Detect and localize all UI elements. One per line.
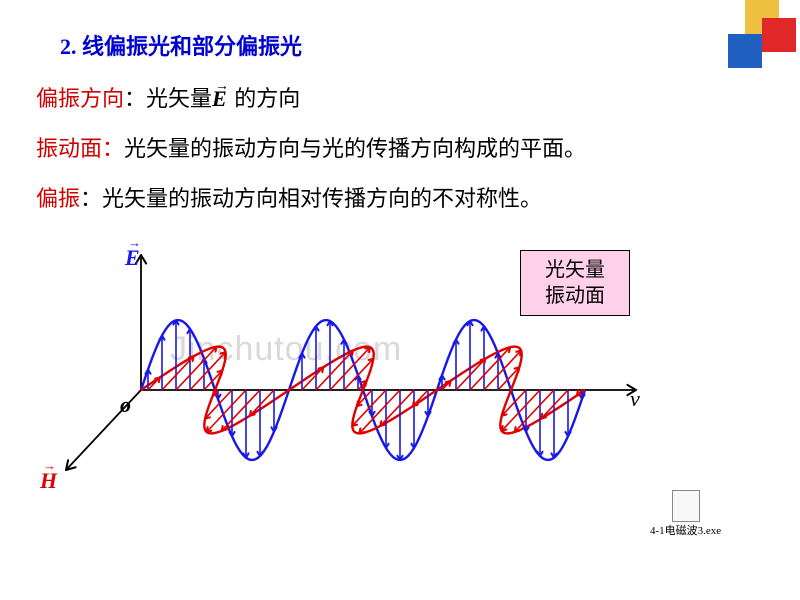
- axis-label-e: →E: [125, 245, 140, 271]
- label-plane: 振动面：: [36, 136, 124, 161]
- definition-polarization: 偏振：光矢量的振动方向相对传播方向的不对称性。: [36, 182, 542, 215]
- axis-label-origin: o: [120, 392, 131, 418]
- em-wave-diagram: [36, 240, 676, 520]
- definition-polarization-direction: 偏振方向：光矢量E 的方向: [36, 82, 300, 115]
- axis-label-h: →H: [40, 468, 57, 494]
- axis-label-v: v: [630, 386, 640, 412]
- file-caption: 4-1电磁波3.exe: [650, 525, 721, 538]
- section-heading: 2. 线偏振光和部分偏振光: [60, 30, 302, 63]
- linked-file-icon[interactable]: 4-1电磁波3.exe: [650, 490, 721, 538]
- label-direction: 偏振方向: [36, 86, 124, 111]
- vector-e-inline: E: [212, 86, 229, 111]
- file-icon-box: [672, 490, 700, 522]
- label-polarization: 偏振: [36, 186, 80, 211]
- corner-decoration: [710, 0, 800, 80]
- definition-vibration-plane: 振动面：光矢量的振动方向与光的传播方向构成的平面。: [36, 132, 586, 165]
